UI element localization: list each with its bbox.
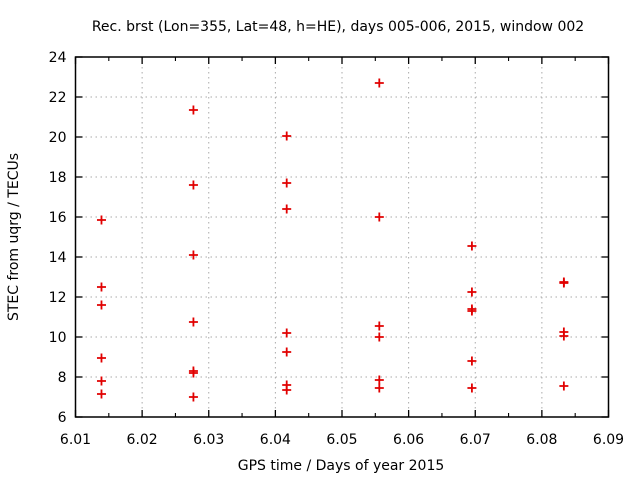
data-point-marker	[374, 332, 384, 342]
data-point-marker	[188, 180, 198, 190]
data-point-marker	[282, 178, 292, 188]
y-tick-label: 16	[49, 210, 67, 226]
grid-lines	[75, 57, 609, 417]
y-tick-label: 12	[49, 290, 67, 306]
data-point-marker	[374, 375, 384, 385]
y-tick-label: 14	[49, 250, 67, 266]
data-point-marker	[374, 212, 384, 222]
tick-labels: 6.01 6.02 6.03 6.04 6.05 6.06 6.07 6.08 6.09 6 8 10…	[49, 50, 624, 448]
data-point-marker	[96, 300, 106, 310]
data-point-marker	[188, 368, 198, 378]
data-point-marker	[559, 381, 569, 391]
data-point-marker	[188, 392, 198, 402]
data-point-marker	[282, 131, 292, 141]
data-point-marker	[467, 287, 477, 297]
x-tick-label: 6.05	[326, 432, 357, 448]
data-points	[96, 78, 569, 402]
data-point-marker	[188, 317, 198, 327]
x-axis-label: GPS time / Days of year 2015	[238, 458, 445, 474]
chart-title: Rec. brst (Lon=355, Lat=48, h=HE), days …	[92, 19, 584, 35]
x-tick-label: 6.01	[60, 432, 91, 448]
data-point-marker	[467, 356, 477, 366]
data-point-marker	[96, 376, 106, 386]
y-tick-label: 24	[49, 50, 67, 66]
data-point-marker	[282, 347, 292, 357]
x-tick-label: 6.07	[460, 432, 491, 448]
data-point-marker	[188, 250, 198, 260]
data-point-marker	[96, 353, 106, 363]
y-tick-label: 20	[49, 130, 67, 146]
data-point-marker	[96, 282, 106, 292]
data-point-marker	[188, 105, 198, 115]
data-point-marker	[282, 385, 292, 395]
x-tick-label: 6.09	[593, 432, 624, 448]
data-point-marker	[467, 241, 477, 251]
y-tick-label: 22	[49, 90, 67, 106]
data-point-marker	[282, 204, 292, 214]
data-point-marker	[374, 321, 384, 331]
y-tick-label: 18	[49, 170, 67, 186]
data-point-marker	[559, 331, 569, 341]
axes-and-ticks	[74, 56, 610, 418]
data-point-marker	[374, 78, 384, 88]
y-tick-label: 8	[58, 370, 67, 386]
x-tick-label: 6.02	[127, 432, 158, 448]
y-tick-label: 10	[49, 330, 67, 346]
data-point-marker	[374, 383, 384, 393]
data-point-marker	[282, 328, 292, 338]
x-tick-label: 6.04	[260, 432, 291, 448]
data-point-marker	[559, 278, 569, 288]
data-point-marker	[467, 383, 477, 393]
data-point-marker	[96, 215, 106, 225]
data-point-marker	[96, 389, 106, 399]
data-point-marker	[467, 306, 477, 316]
y-axis-label: STEC from uqrg / TECUs	[6, 153, 22, 321]
x-tick-label: 6.08	[526, 432, 557, 448]
y-tick-label: 6	[58, 410, 67, 426]
x-tick-label: 6.06	[393, 432, 424, 448]
x-tick-label: 6.03	[193, 432, 224, 448]
